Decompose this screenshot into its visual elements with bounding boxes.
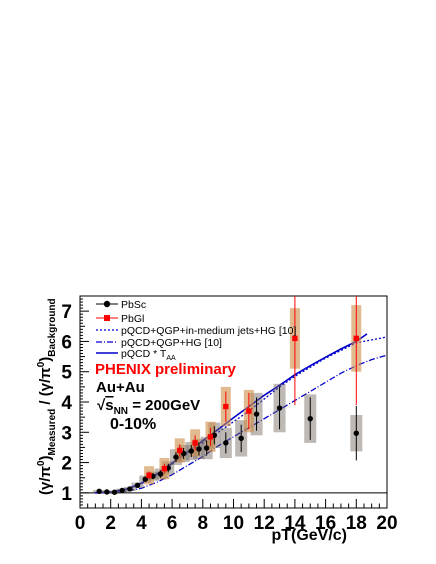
curve-solid [95,333,368,494]
point-pbsc [353,430,359,436]
svg-text:(γ/π0)Measured / (γ/π0)Backgro: (γ/π0)Measured / (γ/π0)Background [36,298,58,495]
legend-marker-square [104,315,110,321]
x-tick-label: 12 [254,513,275,534]
y-tick-label: 4 [61,393,72,414]
point-pbsc [223,440,229,446]
point-pbgl [146,472,152,478]
point-pbsc [104,489,110,495]
legend-entry-hg: pQCD+QGP+HG [10] [96,337,222,349]
legend-entry-pbsc: PbSc [96,299,146,311]
x-axis-title: pT(GeV/c) [271,527,347,544]
x-tick-label: 6 [167,513,178,534]
point-pbgl [177,447,183,454]
point-pbgl [246,408,252,414]
x-tick-label: 20 [376,513,397,534]
legend-entry-pqcd: pQCD * TAA [96,348,176,362]
point-pbsc [307,415,313,422]
point-pbsc [134,482,141,488]
point-pbsc [276,405,283,411]
axis-ticks [79,295,388,509]
y-tick-label: 5 [61,363,72,384]
x-tick-label: 4 [136,513,147,534]
point-pbsc [157,471,164,477]
x-tick-label: 18 [346,513,367,534]
point-pbgl [207,434,214,440]
point-pbgl [353,335,359,342]
y-tick-label: 6 [61,332,72,353]
x-tick-label: 16 [315,513,336,534]
point-pbsc [96,488,102,495]
legend-label: pQCD * T [121,348,167,360]
point-pbgl [161,465,168,472]
y-tick-label: 1 [61,484,72,505]
y-tick-label: 2 [61,454,72,475]
legend-label: PbGl [121,313,144,325]
legend: PbSc PbGl pQCD+QGP+in-medium jets+HG [10… [96,299,296,362]
legend-entry-inmedium: pQCD+QGP+in-medium jets+HG [10] [96,325,296,337]
point-pbsc [253,411,260,417]
point-pbsc [119,487,125,494]
y-tick-label: 3 [61,423,72,444]
annotation-experiment: PHENIX preliminary [95,361,237,378]
legend-entry-pbgl: PbGl [96,313,144,325]
point-pbgl [192,440,198,446]
y-axis-title: (γ/π0)Measured / (γ/π0)Background [36,298,58,495]
annotation-system: Au+Au [96,379,145,396]
point-pbsc [188,448,194,454]
x-tick-label: 8 [198,513,209,534]
y-tick-label: 7 [61,302,72,323]
data-points [96,296,359,495]
legend-label: PbSc [121,299,146,311]
curve-dotted [95,336,387,494]
point-pbgl [292,335,298,342]
point-pbsc [111,489,118,495]
annotation-centrality: 0-10% [110,416,156,433]
svg-text:pQCD * TAA: pQCD * TAA [121,348,176,362]
x-tick-label: 10 [223,513,244,534]
point-pbgl [223,403,229,410]
curve-dashdot [95,354,387,494]
point-pbsc [127,486,133,492]
point-pbsc [196,446,202,452]
x-tick-label: 2 [105,513,116,534]
x-tick-label: 14 [284,513,306,534]
legend-label-sub: AA [166,355,176,362]
point-pbsc [173,454,179,460]
legend-marker-circle [103,300,111,308]
annotation-energy: √sNN = 200GeV [97,397,200,417]
x-tick-label: 0 [75,513,86,534]
legend-label: pQCD+QGP+HG [10] [121,337,222,349]
point-pbsc [203,445,210,451]
point-pbsc [238,435,244,442]
model-curves [95,333,387,494]
legend-label: pQCD+QGP+in-medium jets+HG [10] [121,325,296,337]
